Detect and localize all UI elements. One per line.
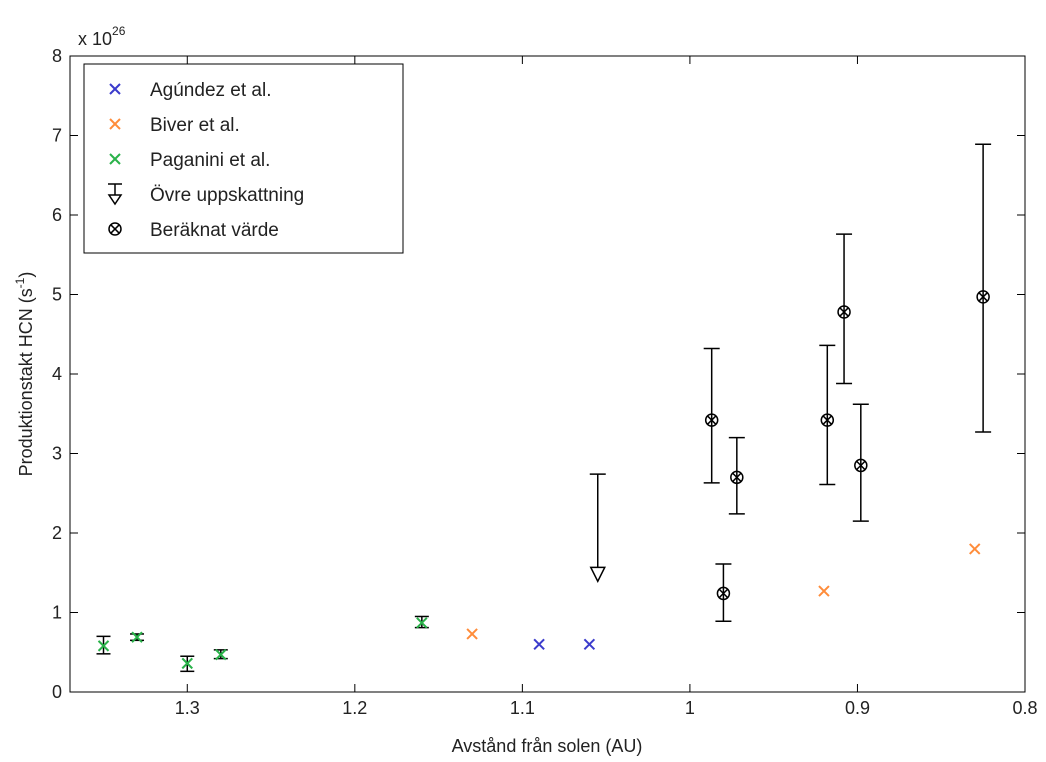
x-tick-label: 0.9 (845, 698, 870, 718)
data-point (583, 638, 596, 651)
data-point (976, 290, 990, 304)
marker-cross (978, 292, 988, 302)
x-stroke (416, 617, 428, 629)
y-axis-label-close: ) (16, 272, 36, 278)
legend-label: Biver et al. (150, 115, 240, 136)
error-bar (836, 233, 853, 385)
marker-circle (730, 470, 744, 485)
x-tick-label: 1.2 (342, 698, 367, 718)
legend-marker (108, 222, 122, 236)
y-multiplier-exponent: 26 (112, 24, 126, 38)
marker-circle (108, 222, 122, 236)
data-point (969, 543, 981, 555)
x-tick-label: 1.1 (510, 698, 535, 718)
legend-label: Övre uppskattning (150, 185, 304, 206)
data-point (533, 638, 545, 651)
data-point (181, 657, 193, 670)
x-stroke (215, 648, 227, 661)
marker-cross (839, 307, 849, 317)
data-point (131, 631, 143, 643)
x-tick-label: 1 (685, 698, 695, 718)
y-tick-label: 4 (52, 364, 62, 384)
marker-circle (704, 413, 719, 427)
series-paganini-et-al- (96, 615, 429, 673)
x-stroke (181, 657, 193, 670)
x-stroke (533, 638, 545, 651)
y-tick-label: 8 (52, 46, 62, 66)
y-tick-label: 6 (52, 205, 62, 225)
x-stroke (969, 543, 981, 555)
y-axis-label: Produktionstakt HCN (s-1) (13, 272, 36, 477)
data-point (416, 617, 428, 629)
data-point (716, 586, 731, 601)
data-point (704, 413, 719, 427)
x-stroke (97, 640, 110, 652)
legend-box (83, 63, 404, 254)
x-axis-label: Avstånd från solen (AU) (452, 736, 643, 756)
marker-cross (110, 224, 120, 234)
marker-cross (732, 472, 742, 483)
y-tick-label: 2 (52, 523, 62, 543)
y-tick-label: 1 (52, 603, 62, 623)
y-tick-label: 0 (52, 682, 62, 702)
marker-circle (976, 290, 990, 304)
y-multiplier: x 1026 (78, 24, 126, 49)
x-stroke (583, 638, 596, 651)
x-stroke (109, 118, 121, 130)
y-axis-label-exponent: -1 (13, 277, 27, 288)
legend-entry: Övre uppskattning (107, 183, 304, 206)
data-point (854, 458, 868, 473)
y-axis-label-main: Produktionstakt HCN (s (16, 288, 36, 476)
data-point (837, 305, 851, 319)
upper-limit-marker (589, 566, 606, 584)
data-point (215, 648, 227, 661)
x-stroke (466, 628, 478, 640)
marker-circle (820, 413, 835, 427)
legend-entry: Agúndez et al. (109, 80, 271, 101)
marker-circle (716, 586, 731, 601)
marker-circle (837, 305, 851, 319)
legend-marker (107, 194, 123, 206)
y-tick-label: 5 (52, 285, 62, 305)
data-point (466, 628, 478, 640)
data-point (97, 640, 110, 652)
marker-cross (718, 588, 729, 599)
x-stroke (818, 585, 830, 597)
x-tick-label: 0.8 (1012, 698, 1037, 718)
y-multiplier-base: x 10 (78, 29, 112, 49)
legend-entry: Paganini et al. (109, 150, 270, 171)
error-bar (819, 344, 836, 486)
series--vre-uppskattning (589, 473, 606, 584)
error-bar (728, 436, 745, 515)
legend-marker (109, 83, 121, 95)
legend-entry: Biver et al. (109, 115, 240, 136)
legend-label: Agúndez et al. (150, 80, 271, 101)
y-tick-label: 7 (52, 126, 62, 146)
data-point (818, 585, 830, 597)
series-ag-ndez-et-al- (533, 638, 596, 651)
x-tick-label: 1.3 (175, 698, 200, 718)
error-bar (975, 143, 992, 433)
x-stroke (131, 631, 143, 643)
marker-cross (822, 415, 833, 425)
x-stroke (109, 83, 121, 95)
series-biver-et-al- (466, 543, 981, 640)
y-tick-label: 3 (52, 444, 62, 464)
x-stroke (109, 153, 121, 165)
error-bar (703, 347, 720, 484)
marker-circle (854, 458, 868, 473)
legend-label: Beräknat värde (150, 220, 279, 241)
error-bar (852, 403, 869, 522)
legend-entry: Beräknat värde (108, 220, 279, 241)
legend-label: Paganini et al. (150, 150, 270, 171)
marker-cross (706, 415, 717, 425)
legend: Agúndez et al. Biver et al. Paganini et al… (83, 63, 404, 254)
series-ber-knat-v-rde (703, 143, 992, 622)
legend-marker (109, 118, 121, 130)
legend-marker (109, 153, 121, 165)
data-point (820, 413, 835, 427)
marker-cross (856, 460, 866, 471)
data-point (730, 470, 744, 485)
